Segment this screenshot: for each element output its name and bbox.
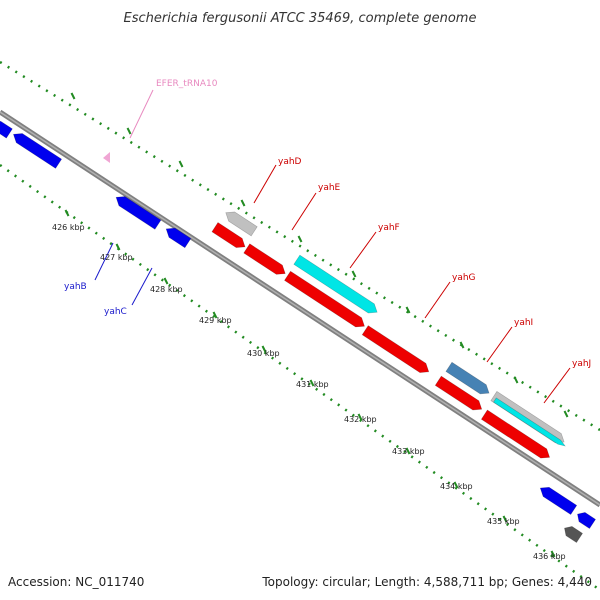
ruler-inner <box>0 163 600 592</box>
gene-track <box>0 92 596 558</box>
gene-arrow-downstream-1 <box>539 486 578 515</box>
gene-label-yahf: yahF <box>378 223 400 233</box>
ruler-tick <box>550 550 556 558</box>
ruler-tick <box>405 306 411 314</box>
ruler-tick <box>163 277 169 285</box>
tick-label-426: 426 kbp <box>52 223 85 232</box>
ruler-tick <box>212 311 218 319</box>
gene-arrow-yahj-rna <box>493 397 566 447</box>
gene-arrow-yahe-1 <box>211 222 246 248</box>
tick-label-429: 429 kbp <box>199 316 232 325</box>
tick-label-430: 430 kbp <box>247 349 280 358</box>
tick-label-428: 428 kbp <box>150 285 183 294</box>
gene-arrow-yahc <box>165 227 192 249</box>
gene-arrow-yahb <box>115 196 162 230</box>
ruler-tick <box>453 481 459 489</box>
ruler-outer <box>0 60 600 432</box>
gene-label-yahj: yahJ <box>572 359 591 369</box>
tick-label-433: 433 kbp <box>392 447 425 456</box>
genome-backbone <box>0 109 600 508</box>
gene-label-yahc: yahC <box>104 307 127 317</box>
ruler-tick <box>126 127 132 135</box>
gene-arrow-left-edge <box>0 120 13 139</box>
gene-arrow-yahd <box>225 211 258 237</box>
tick-label-434: 434 kbp <box>440 482 473 491</box>
ruler-tick <box>309 379 315 387</box>
gene-arrow-yahi <box>434 375 483 411</box>
gene-arrow-yahi-other <box>445 361 490 395</box>
gene-label-yahb: yahB <box>64 282 87 292</box>
gene-label-yahd: yahD <box>278 157 302 167</box>
ruler-tick <box>351 270 357 278</box>
gene-label-yahg: yahG <box>452 273 476 283</box>
ruler-tick <box>563 410 569 418</box>
tick-label-435: 435 kbp <box>487 517 520 526</box>
ruler-tick <box>64 209 70 217</box>
ruler-tick <box>261 345 267 353</box>
tick-label-432: 432 kbp <box>344 415 377 424</box>
ruler-tick <box>357 413 363 421</box>
accession-text: Accession: NC_011740 <box>8 575 144 589</box>
gene-arrow-upstream <box>13 133 63 169</box>
ruler-tick <box>115 243 121 251</box>
tick-label-431: 431 kbp <box>296 380 329 389</box>
gene-arrow-yahj <box>480 409 551 459</box>
map-title: Escherichia fergusonii ATCC 35469, compl… <box>124 11 477 26</box>
ruler-tick <box>240 199 246 207</box>
ruler-tick <box>178 160 184 168</box>
gene-arrow-yahf-rna <box>293 254 378 314</box>
ruler-tick <box>502 515 508 523</box>
gene-label-yahe: yahE <box>318 183 341 193</box>
gene-arrow-yahg <box>361 325 430 373</box>
ruler-tick <box>70 92 76 100</box>
genome-summary-text: Topology: circular; Length: 4,588,711 bp… <box>261 575 592 589</box>
ruler-tick <box>297 235 303 243</box>
ruler-tick <box>405 447 411 455</box>
tick-label-427: 427 kbp <box>100 253 133 262</box>
label-leaders <box>94 89 571 404</box>
tick-label-436: 436 kbp <box>533 552 566 561</box>
trna-marker <box>103 152 110 163</box>
ruler-tick <box>513 376 519 384</box>
gene-arrow-downstream-grey <box>564 526 583 543</box>
gene-arrow-downstream-2 <box>577 512 596 529</box>
ruler-tick <box>459 341 465 349</box>
gene-label-efer-trna10: EFER_tRNA10 <box>156 79 218 89</box>
gene-arrow-yahe-2 <box>243 243 286 275</box>
gene-label-yahi: yahI <box>514 318 533 328</box>
gene-arrow-yahf <box>284 270 365 328</box>
ruler-ticks <box>64 92 569 558</box>
